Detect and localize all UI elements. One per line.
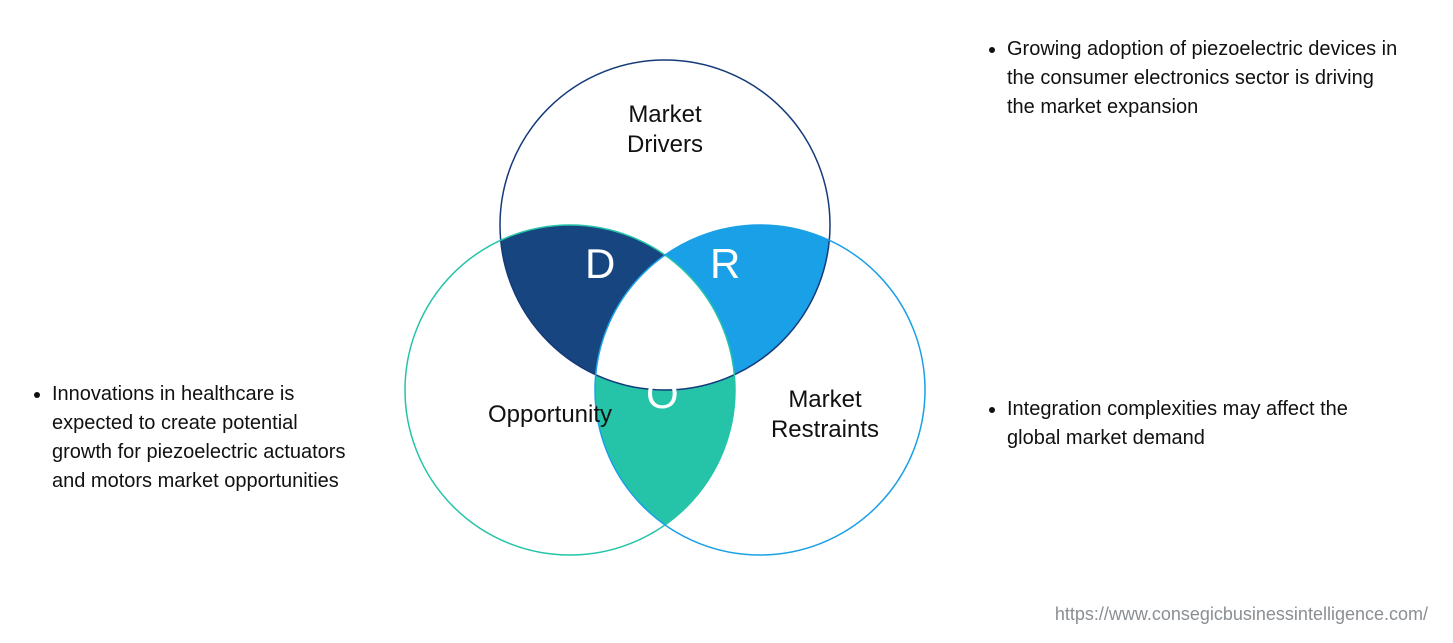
bullet-restraints: Integration complexities may affect the … (985, 395, 1405, 453)
bullet-opportunity-text: Innovations in healthcare is expected to… (52, 380, 360, 496)
venn-svg (370, 30, 960, 590)
bullet-drivers-text: Growing adoption of piezoelectric device… (1007, 35, 1405, 122)
bullet-opportunity: Innovations in healthcare is expected to… (30, 380, 360, 496)
venn-diagram: Market Drivers Opportunity Market Restra… (370, 30, 960, 590)
source-url: https://www.consegicbusinessintelligence… (1055, 604, 1428, 625)
bullet-restraints-text: Integration complexities may affect the … (1007, 395, 1405, 453)
bullet-drivers: Growing adoption of piezoelectric device… (985, 35, 1405, 122)
